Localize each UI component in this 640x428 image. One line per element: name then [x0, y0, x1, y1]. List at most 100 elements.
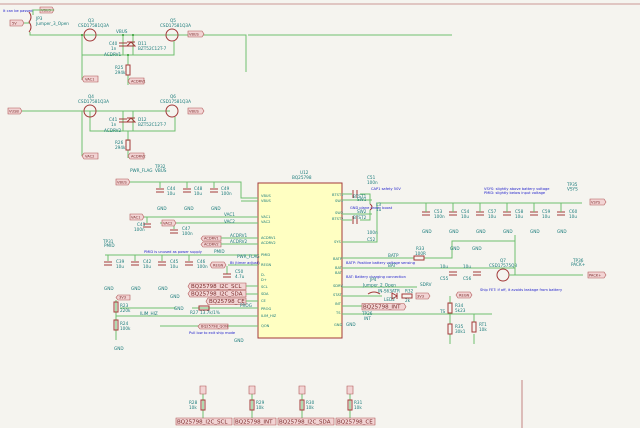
components-22-ref-text: R24	[120, 321, 129, 326]
label-vbus-in[interactable]	[115, 178, 131, 186]
label-3v3-stat[interactable]	[415, 292, 431, 300]
labels-vusb-text: VUSB	[9, 110, 19, 114]
label-ce[interactable]	[205, 297, 247, 305]
label-vbus-out[interactable]	[187, 30, 205, 38]
label-vac2[interactable]	[81, 152, 99, 160]
label-ce-pullup[interactable]	[335, 417, 376, 426]
label-vsys[interactable]	[589, 198, 607, 206]
label-3v3[interactable]	[115, 294, 131, 301]
components-22-value-text: 100k	[120, 326, 131, 331]
testpoints-tp26v-text: INT	[364, 316, 371, 321]
label-i2c-scl-pullup[interactable]	[175, 417, 233, 426]
label-regn[interactable]	[209, 261, 227, 269]
nets-gnd-text: GND	[170, 294, 180, 299]
label-pack[interactable]	[587, 271, 607, 279]
components-15-ref-text: C47	[182, 226, 191, 231]
nets-sw1-text: SW1	[357, 197, 367, 202]
label-vac2-ic[interactable]	[161, 219, 177, 227]
nets-gnd-text: GND	[131, 286, 141, 291]
components-46-value-text: 10k	[354, 405, 362, 410]
label-qon[interactable]	[197, 323, 229, 330]
label-acdrv2[interactable]	[127, 152, 145, 160]
components-30-value-text: 10u	[515, 214, 523, 219]
components-23-value-text: 13.7k/1%	[200, 310, 220, 315]
r23-resistor	[113, 301, 119, 313]
label-i2c-sda-pullup[interactable]	[277, 417, 335, 426]
r24-resistor	[113, 319, 119, 331]
components-25-ref-text: C52	[367, 237, 376, 242]
components-39-ref-text: R32	[405, 289, 414, 294]
ic-right_pins-10-text: SDRV	[333, 284, 343, 288]
label-regn-ts[interactable]	[455, 291, 473, 299]
jp3-jumper	[28, 11, 32, 33]
testpoints-pwr-text: PWR_FLAG	[237, 254, 260, 259]
components-32-ref-text: C60	[569, 209, 578, 214]
nets-vbus-text: VBUS	[116, 29, 128, 34]
components-16-ref-text: C39	[116, 259, 125, 264]
ic-right_pins-0-text: BTST1	[332, 193, 343, 197]
labels-vbus-text: VBUS	[189, 33, 200, 37]
components-37-value-text: Jumper_2_Open	[362, 283, 396, 288]
label-i2c-scl[interactable]	[187, 282, 247, 290]
components-9-ref-text: R25	[115, 65, 124, 70]
nets-gnd-text: GND	[157, 206, 167, 211]
components-7-value-text: 1n	[111, 122, 117, 127]
components-21-ref-text: R23	[120, 303, 129, 308]
labels-acdrv2-text: ACDRV2	[131, 155, 146, 159]
components-21-value-text: 220k	[120, 308, 131, 313]
components-11-ref-text: C44	[167, 186, 176, 191]
r26-resistor	[125, 139, 131, 151]
label-vbus-out-2[interactable]	[187, 107, 205, 115]
label-acdrv2-ic[interactable]	[200, 241, 222, 248]
components-16-value-text: 10u	[116, 264, 124, 269]
nets-batp-text: BATP	[388, 253, 399, 258]
ic-left_pins-14-text: ILIM_HIZ	[261, 314, 277, 318]
label-int[interactable]	[361, 303, 407, 311]
testpoints-tp32v-text: VBUS	[155, 168, 167, 173]
testpoints-tp26-text: TP26	[361, 311, 373, 316]
nets-sw2-text: SW2	[357, 209, 367, 214]
r29-resistor	[249, 399, 255, 411]
nets-gnd-text: GND	[503, 229, 513, 234]
nets-gnd-text: GND	[449, 229, 459, 234]
label-vac1[interactable]	[81, 75, 99, 83]
label-int-pullup[interactable]	[233, 417, 277, 426]
labels-vac1-text: VAC1	[85, 78, 94, 82]
ic-right_pins-13-text: TS	[335, 311, 341, 315]
components-3-ref-text: Q4	[88, 94, 94, 99]
components-34-ref-text: C55	[440, 276, 449, 281]
components-9-value-text: 294k	[115, 70, 126, 75]
ic-left_pins-11-text: SDA	[261, 292, 269, 296]
ic-right_pins-9-text: BAT	[335, 271, 343, 275]
components-23-ref-text: R27	[190, 310, 199, 315]
components-43-value-text: 10k	[189, 405, 197, 410]
testpoints-tp31v-text: PMID	[104, 243, 115, 248]
nets-gnd-text: GND	[184, 206, 194, 211]
label-i2c-sda[interactable]	[187, 290, 247, 298]
label-vusb[interactable]	[7, 107, 23, 115]
labels-regn-text: REGN	[459, 294, 470, 298]
labels-scl-text: BQ25798_I2C_SCL	[191, 284, 242, 290]
label-acdrv1-ic[interactable]	[200, 235, 222, 242]
nets-gnd-text: GND	[472, 246, 482, 251]
labels-sda-text: BQ25798_I2C_SDA	[279, 420, 331, 426]
components-28-ref-text: C54	[461, 209, 470, 214]
components-40-value-text: 5k23	[455, 308, 466, 313]
nets-vac2-text: VAC2	[224, 219, 235, 224]
components-19-ref-text: C46	[197, 259, 206, 264]
components-36-value-text: CSD17575Q3	[489, 263, 517, 268]
label-acdrv1[interactable]	[127, 77, 145, 85]
label-5v[interactable]	[9, 19, 25, 27]
labels-acdrv1-text: ACDRV1	[131, 80, 146, 84]
labels-3v3-text: 3V3	[417, 295, 424, 299]
r32-resistor	[401, 293, 413, 299]
components-37-ref-text: JP4	[369, 277, 377, 282]
ic-right_pins-14-text: GND	[334, 323, 342, 327]
label-vac1-ic[interactable]	[129, 213, 145, 221]
components-8-ref-text: D12	[138, 117, 147, 122]
components-0-ref-text: JP3	[35, 16, 43, 21]
ic-left_pins-8-text: D-	[261, 273, 266, 277]
